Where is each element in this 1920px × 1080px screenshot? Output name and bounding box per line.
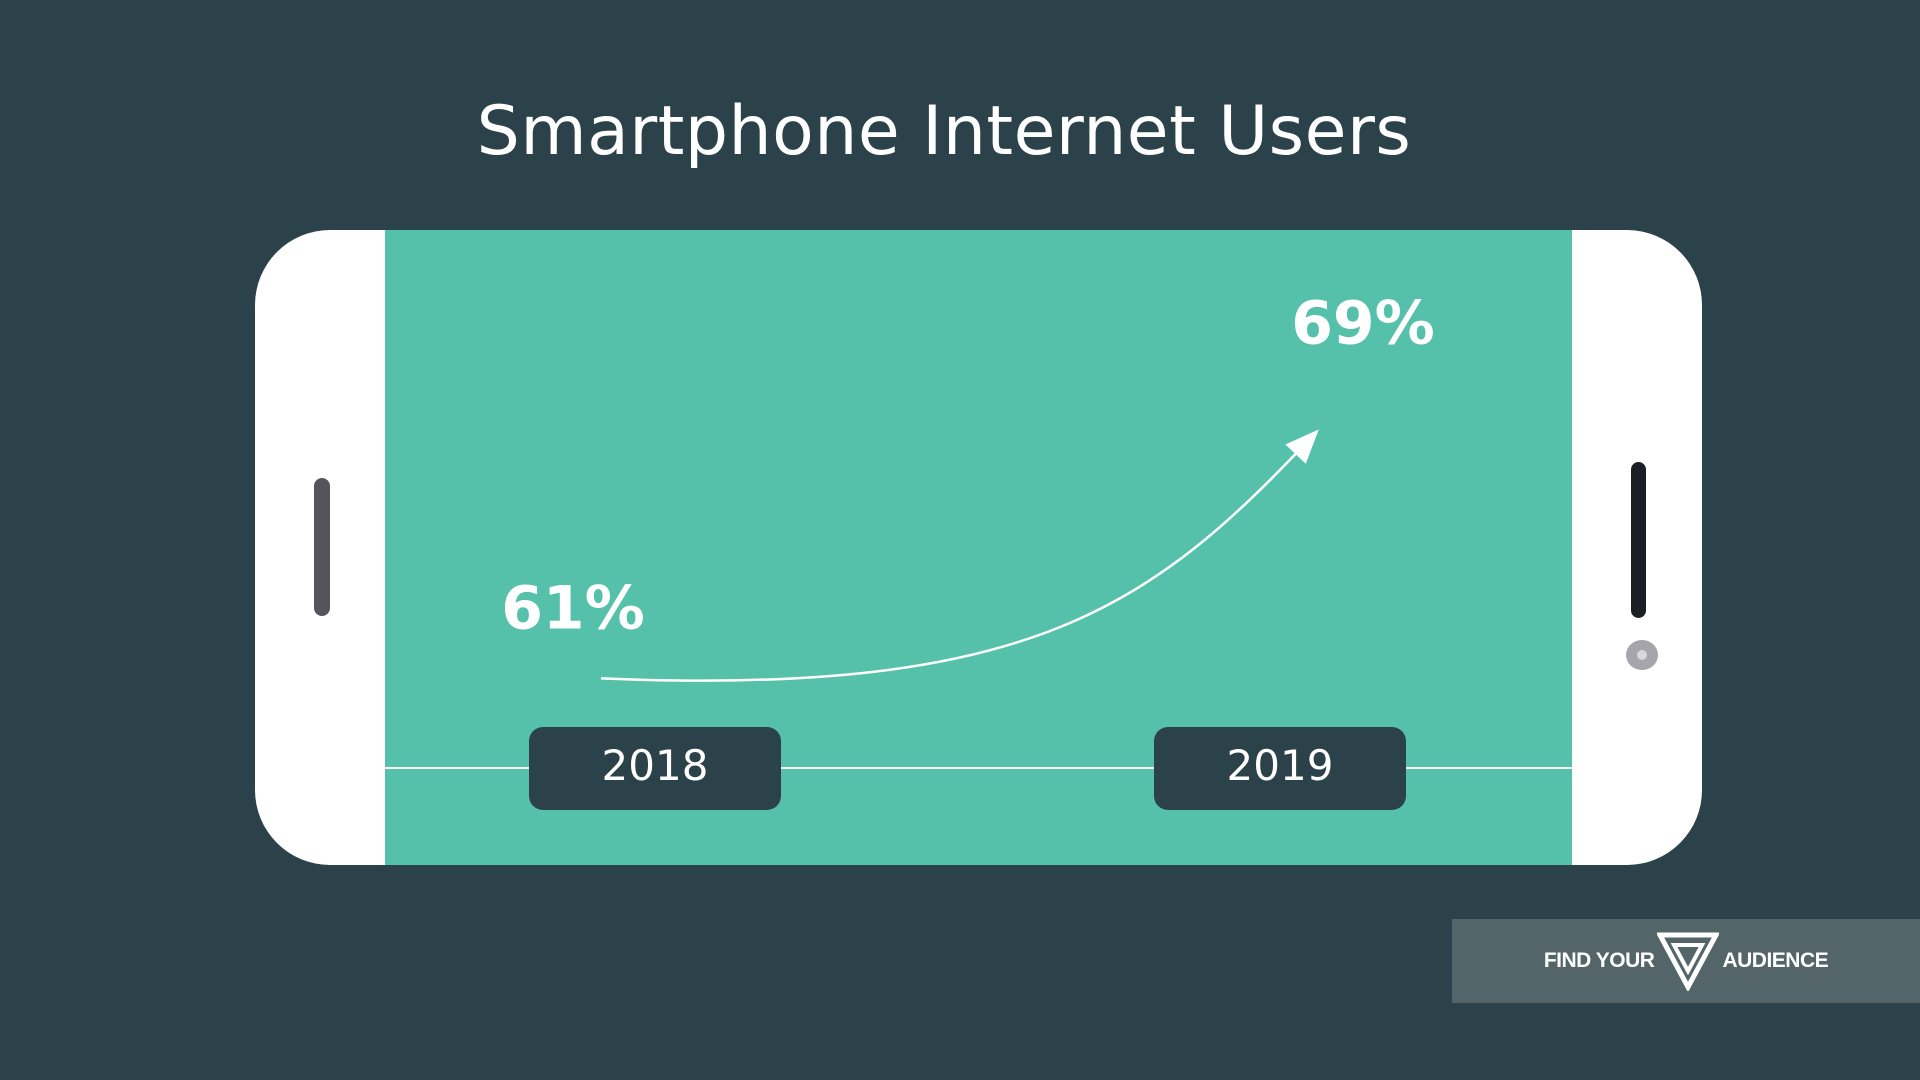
camera-lens: [1637, 650, 1647, 660]
speaker-slot-right: [1631, 462, 1646, 618]
x-tick-label: 2018: [602, 741, 709, 790]
year-label-2018: 2018: [529, 727, 781, 810]
speaker-slot-left: [314, 478, 330, 616]
camera-icon: [1626, 640, 1658, 670]
year-label-2019: 2019: [1154, 727, 1406, 810]
fya-triangle-logo-icon: [1657, 932, 1720, 991]
chart-title: Smartphone Internet Users: [476, 92, 1412, 171]
x-tick-label: 2019: [1227, 741, 1334, 790]
year-label-box: [1154, 727, 1406, 810]
trend-curve: [600, 435, 1313, 682]
brand-text-left: FIND YOUR: [1543, 949, 1655, 972]
arrow-head-icon: [1285, 429, 1319, 464]
data-label-2018: 61%: [501, 573, 645, 643]
year-label-box: [529, 727, 781, 810]
brand-badge: FIND YOUR AUDIENCE: [1452, 919, 1920, 1003]
brand-text-right: AUDIENCE: [1722, 949, 1829, 972]
data-label-2019: 69%: [1291, 289, 1435, 359]
